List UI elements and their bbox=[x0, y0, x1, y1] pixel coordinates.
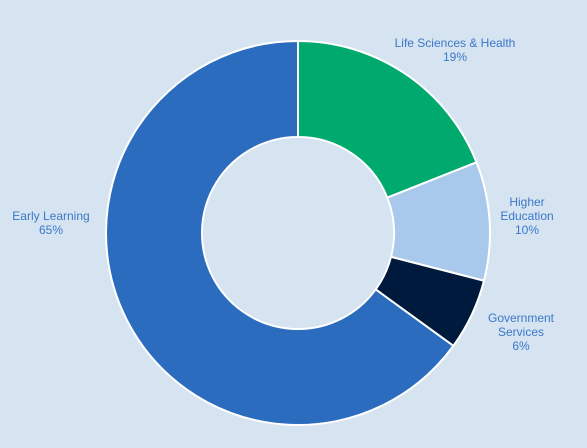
slice-label-line: 19% bbox=[443, 50, 467, 64]
slice-label-line: Government bbox=[488, 311, 555, 325]
slice-label-line: Life Sciences & Health bbox=[395, 36, 516, 50]
slice-label: Government Services 6% bbox=[488, 311, 555, 353]
donut-hole bbox=[203, 138, 393, 328]
slice-label-line: 10% bbox=[515, 223, 539, 237]
slice-label: Life Sciences & Health 19% bbox=[395, 36, 516, 64]
donut-slice bbox=[297, 39, 478, 199]
slice-label-line: Early Learning bbox=[12, 209, 89, 223]
slice-label-line: Services bbox=[498, 325, 544, 339]
donut-slice bbox=[105, 39, 455, 426]
slice-label-line: 6% bbox=[512, 339, 530, 353]
slice-label-line: Education bbox=[500, 209, 553, 223]
slice-label: Early Learning 65% bbox=[12, 209, 89, 237]
slice-label: Higher Education 10% bbox=[500, 195, 553, 237]
slice-label-line: Higher bbox=[509, 195, 544, 209]
slice-label-line: 65% bbox=[39, 223, 63, 237]
